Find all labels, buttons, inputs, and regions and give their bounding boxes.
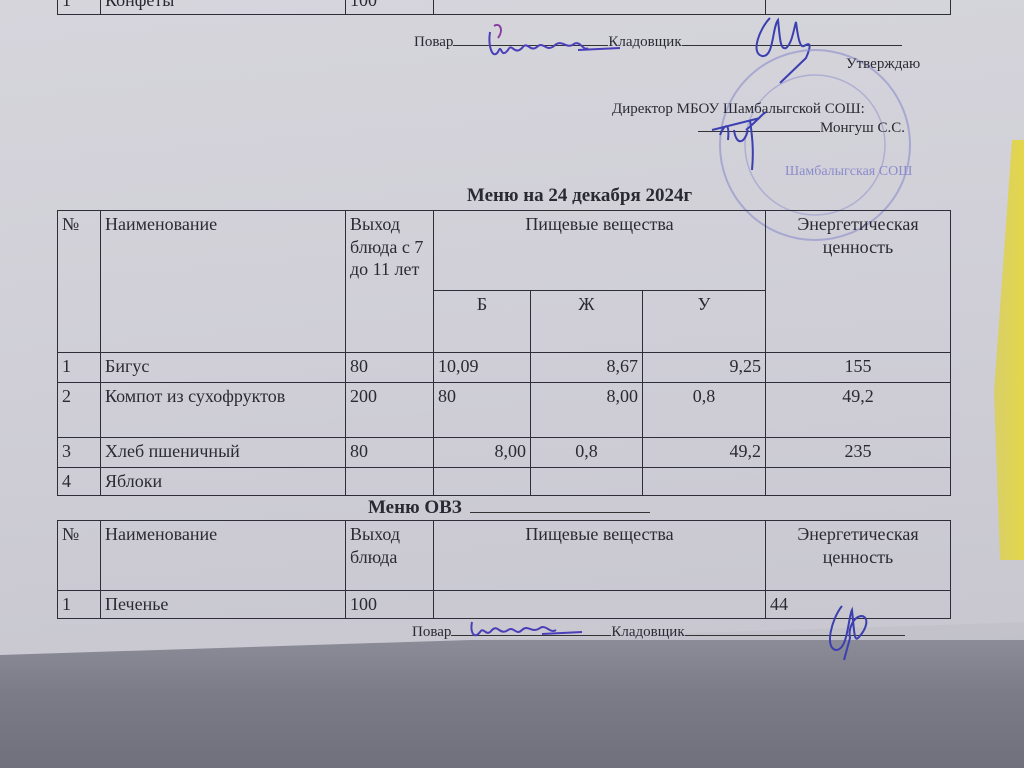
- table-row: 1 Конфеты 100: [57, 0, 951, 15]
- signature-line-top: Повар Кладовщик: [414, 34, 902, 51]
- header-protein: Б: [433, 290, 531, 353]
- header-fat: Ж: [530, 290, 643, 353]
- cell-fat: 8,67: [530, 352, 643, 383]
- storekeeper-signature-bottom: [828, 605, 868, 661]
- table-subheader-row: Б Ж У: [58, 290, 951, 353]
- previous-menu-table: 1 Конфеты 100: [57, 0, 951, 15]
- table-header-row: № Наименование Выход блюда с 7 до 11 лет…: [57, 210, 951, 353]
- cell-name: Хлеб пшеничный: [100, 437, 346, 468]
- director-signature-line: Монгуш С.С.: [698, 120, 905, 137]
- cell-output: 200: [345, 382, 434, 438]
- cell-protein: 80: [433, 382, 531, 438]
- cell-output: 80: [345, 352, 434, 383]
- cell-name: Яблоки: [100, 467, 346, 496]
- storekeeper-signature-top: [755, 17, 811, 84]
- cell-energy: [765, 0, 951, 15]
- cell-output: 100: [345, 590, 434, 619]
- cell-protein: 8,00: [433, 437, 531, 468]
- cell-num: 1: [57, 590, 101, 619]
- ovz-menu-title: Меню ОВЗ: [368, 497, 650, 519]
- cell-nutrients: [433, 0, 766, 15]
- cell-fat: [530, 467, 643, 496]
- stamp-text: Шамбалыгская СОШ: [785, 164, 912, 179]
- cell-name: Бигус: [100, 352, 346, 383]
- cell-output: 100: [345, 0, 434, 15]
- table-row: 1 Бигус 80 10,09 8,67 9,25 155: [57, 352, 951, 383]
- cell-energy: 155: [765, 352, 951, 383]
- cook-signature-top: [488, 24, 621, 56]
- header-name: Наименование: [100, 210, 346, 353]
- cell-name: Печенье: [100, 590, 346, 619]
- cell-carbs: [642, 467, 766, 496]
- header-name: Наименование: [100, 520, 346, 591]
- cook-label: Повар: [414, 34, 454, 50]
- cell-num: 4: [57, 467, 101, 496]
- approve-label: Утверждаю: [846, 56, 921, 72]
- table-header-row: № Наименование Выход блюда Пищевые вещес…: [57, 520, 951, 591]
- signature-line-bottom: Повар Кладовщик: [412, 624, 905, 641]
- cell-protein: 10,09: [433, 352, 531, 383]
- table-row: 1 Печенье 100 44: [57, 590, 951, 619]
- table-row: 2 Компот из сухофруктов 200 80 8,00 0,8 …: [57, 382, 951, 438]
- cell-num: 2: [57, 382, 101, 438]
- director-name: Монгуш С.С.: [820, 120, 905, 136]
- cell-energy: 44: [765, 590, 951, 619]
- cell-fat: 0,8: [530, 437, 643, 468]
- cell-output: [345, 467, 434, 496]
- header-energy: Энергетическая ценность: [765, 520, 951, 591]
- cell-name: Компот из сухофруктов: [100, 382, 346, 438]
- director-signature: [711, 111, 767, 171]
- cell-energy: 49,2: [765, 382, 951, 438]
- header-nutrients: Пищевые вещества: [433, 520, 766, 591]
- cell-name: Конфеты: [100, 0, 346, 15]
- header-output: Выход блюда: [345, 520, 434, 591]
- cell-num: 1: [57, 352, 101, 383]
- ovz-title-text: Меню ОВЗ: [368, 497, 462, 518]
- header-num: №: [57, 520, 101, 591]
- cook-label: Повар: [412, 624, 452, 640]
- cell-fat: 8,00: [530, 382, 643, 438]
- header-num: №: [57, 210, 101, 353]
- header-output: Выход блюда с 7 до 11 лет: [345, 210, 434, 353]
- header-nutrients: Пищевые вещества: [433, 210, 766, 291]
- cell-energy: 235: [765, 437, 951, 468]
- cell-num: 3: [57, 437, 101, 468]
- director-label: Директор МБОУ Шамбалыгской СОШ:: [612, 101, 865, 117]
- storekeeper-label: Кладовщик: [608, 34, 682, 50]
- storekeeper-label: Кладовщик: [611, 624, 685, 640]
- cell-protein: [433, 467, 531, 496]
- cook-signature-bottom: [470, 621, 583, 637]
- table-row: 3 Хлеб пшеничный 80 8,00 0,8 49,2 235: [57, 437, 951, 468]
- cell-carbs: 49,2: [642, 437, 766, 468]
- main-menu-table: № Наименование Выход блюда с 7 до 11 лет…: [57, 210, 951, 496]
- background-fabric: [0, 640, 1024, 768]
- cell-carbs: 9,25: [642, 352, 766, 383]
- cell-nutrients: [433, 590, 766, 619]
- header-carbs: У: [642, 290, 766, 353]
- ovz-menu-table: № Наименование Выход блюда Пищевые вещес…: [57, 520, 951, 619]
- header-energy: Энергетическая ценность: [765, 210, 951, 353]
- cell-energy: [765, 467, 951, 496]
- cell-carbs: 0,8: [642, 382, 766, 438]
- cell-output: 80: [345, 437, 434, 468]
- table-row: 4 Яблоки: [57, 467, 951, 496]
- menu-title: Меню на 24 декабря 2024г: [466, 185, 693, 206]
- cell-num: 1: [57, 0, 101, 15]
